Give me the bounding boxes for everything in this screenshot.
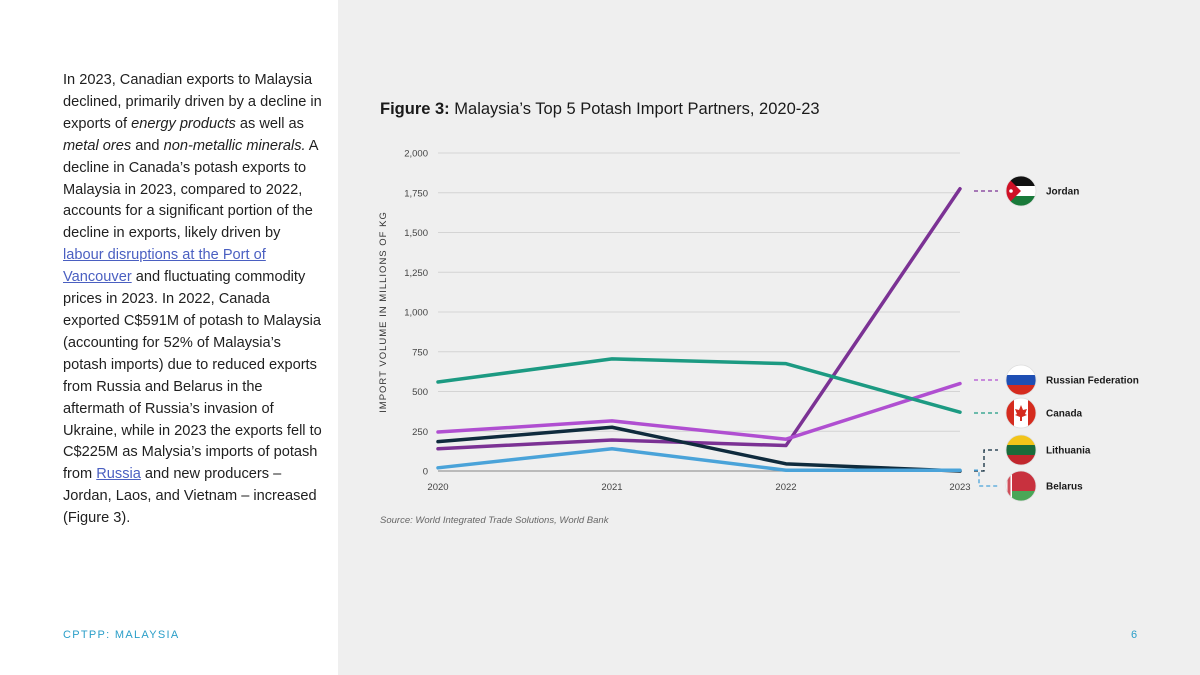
y-tick-label: 750: [412, 347, 428, 358]
flag-border: [1005, 364, 1037, 396]
body-paragraph: In 2023, Canadian exports to Malaysia de…: [63, 70, 325, 530]
series-line-belarus: [436, 446, 962, 472]
flag-band: [1028, 398, 1036, 428]
flag-triangle: [1006, 176, 1021, 206]
series-line-jordan: [436, 187, 962, 451]
jordan-flag-icon: [1005, 175, 1037, 207]
flag-body: [1006, 435, 1036, 465]
body-text-segment: and new producers – Jordan, Laos, and Vi…: [63, 466, 317, 527]
x-tick-label: 2022: [775, 482, 796, 493]
footer-report-name: CPTPP: MALAYSIA: [63, 629, 180, 641]
flag-border: [1005, 470, 1037, 502]
legend-label: Lithuania: [1046, 446, 1091, 457]
flag-stripe: [1006, 491, 1036, 501]
text-panel: In 2023, Canadian exports to Malaysia de…: [0, 0, 338, 675]
flag-stripe: [1006, 385, 1036, 395]
flag-band: [1006, 398, 1014, 428]
y-tick-label: 1,000: [404, 308, 428, 319]
flag-stripe: [1006, 365, 1036, 375]
flag-stripe: [1006, 471, 1036, 491]
x-tick-label: 2020: [427, 482, 448, 493]
y-tick-label: 500: [412, 387, 428, 398]
y-tick-label: 250: [412, 427, 428, 438]
body-text-segment: and fluctuating commodity prices in 2023…: [63, 269, 322, 483]
legend-label: Russian Federation: [1046, 376, 1139, 387]
flag-border: [1005, 434, 1037, 466]
figure-title-text: Malaysia’s Top 5 Potash Import Partners,…: [449, 100, 820, 118]
flag-body: [1006, 471, 1036, 501]
x-tick-label: 2021: [601, 482, 622, 493]
figure-panel: [338, 0, 1200, 675]
y-tick-label: 2,000: [404, 149, 428, 160]
body-text-segment: In 2023, Canadian exports to Malaysia de…: [63, 72, 322, 132]
x-tick-label: 2023: [949, 482, 970, 493]
flag-border: [1005, 397, 1037, 429]
legend-leader-line: [974, 449, 998, 472]
canada-flag-icon: [1005, 397, 1037, 429]
legend-label: Canada: [1046, 409, 1083, 420]
flag-stripe: [1006, 445, 1036, 455]
body-text-segment: as well as: [235, 115, 304, 132]
flag-ornament: [1007, 474, 1011, 498]
flag-star: [1009, 189, 1013, 193]
body-emphasis: non-metallic minerals.: [163, 137, 306, 154]
body-text-segment: and: [131, 137, 164, 154]
flag-stripe: [1006, 176, 1036, 186]
lithuania-flag-icon: [1005, 434, 1037, 466]
flag-stripe: [1006, 196, 1036, 206]
flag-maple-leaf: [1015, 405, 1027, 421]
flag-body: [1006, 176, 1036, 206]
y-tick-label: 1,500: [404, 228, 428, 239]
figure-label: Figure 3:: [380, 100, 450, 118]
body-text-segment: A decline in Canada’s potash exports to …: [63, 137, 318, 242]
y-tick-label: 1,750: [404, 188, 428, 199]
body-emphasis: energy products: [131, 115, 236, 132]
flag-stripe: [1006, 455, 1036, 465]
series-line-lithuania: [436, 425, 962, 473]
y-tick-label: 0: [423, 467, 428, 478]
flag-body: [1006, 398, 1036, 428]
body-emphasis: metal ores: [63, 137, 132, 154]
y-axis-label: IMPORT VOLUME IN MILLIONS OF KG: [378, 211, 389, 413]
figure-source: Source: World Integrated Trade Solutions…: [380, 515, 609, 526]
flag-stripe: [1006, 435, 1036, 445]
y-tick-label: 1,250: [404, 268, 428, 279]
flag-body: [1006, 365, 1036, 395]
legend-leader-line: [974, 469, 998, 487]
legend-label: Belarus: [1046, 482, 1083, 493]
figure-title: Figure 3: Malaysia’s Top 5 Potash Import…: [380, 100, 820, 119]
flag-border: [1005, 175, 1037, 207]
russia-flag-icon: [1005, 364, 1037, 396]
russia-link[interactable]: Russia: [96, 466, 141, 483]
series-line-russia: [436, 381, 962, 441]
belarus-flag-icon: [1005, 470, 1037, 502]
flag-stripe: [1006, 375, 1036, 385]
series-line-canada: [436, 357, 962, 414]
line-chart: 0 250 500 750 1,000 1,250 1,500 1,750 2,000 2020 2…: [378, 149, 1139, 502]
legend-label: Jordan: [1046, 187, 1079, 198]
port-of-vancouver-link[interactable]: labour disruptions at the Port of Vancou…: [63, 247, 266, 286]
page-number: 6: [1131, 629, 1138, 641]
